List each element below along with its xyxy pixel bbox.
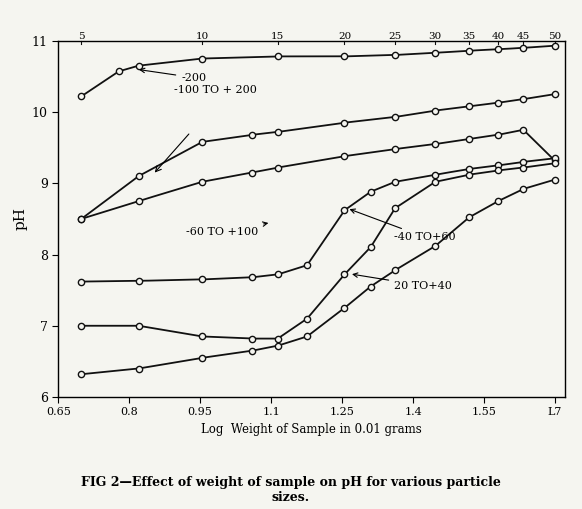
- Text: 25: 25: [389, 32, 402, 41]
- Text: 50: 50: [548, 32, 561, 41]
- Text: 35: 35: [462, 32, 475, 41]
- Text: 10: 10: [196, 32, 209, 41]
- Text: 20: 20: [338, 32, 351, 41]
- Text: -100 TO + 200: -100 TO + 200: [174, 84, 257, 95]
- Text: 5: 5: [78, 32, 85, 41]
- Text: 45: 45: [517, 32, 530, 41]
- X-axis label: Log  Weight of Sample in 0.01 grams: Log Weight of Sample in 0.01 grams: [201, 423, 422, 436]
- Text: -200: -200: [140, 68, 207, 82]
- Text: -60 TO +100: -60 TO +100: [186, 222, 267, 237]
- Y-axis label: pH: pH: [13, 207, 27, 231]
- Text: -40 TO+60: -40 TO+60: [350, 209, 456, 242]
- Text: 15: 15: [271, 32, 285, 41]
- Text: 40: 40: [492, 32, 505, 41]
- Text: 20 TO+40: 20 TO+40: [353, 273, 452, 291]
- Text: 30: 30: [429, 32, 442, 41]
- Text: FIG 2—Effect of weight of sample on pH for various particle
sizes.: FIG 2—Effect of weight of sample on pH f…: [81, 476, 501, 504]
